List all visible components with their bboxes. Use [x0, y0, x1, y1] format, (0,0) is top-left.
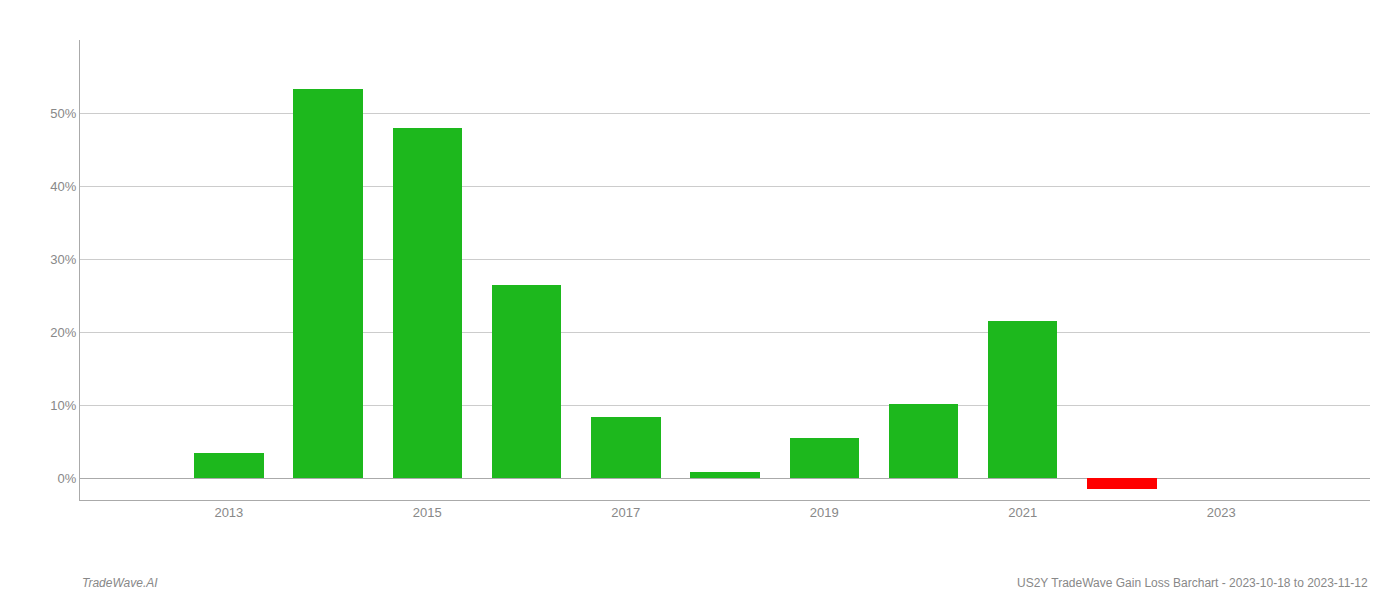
- svg-text:2019: 2019: [810, 505, 839, 520]
- svg-text:50%: 50%: [50, 106, 76, 121]
- svg-text:20%: 20%: [50, 325, 76, 340]
- svg-text:2013: 2013: [214, 505, 243, 520]
- svg-text:2017: 2017: [611, 505, 640, 520]
- svg-text:0%: 0%: [58, 471, 77, 486]
- svg-text:10%: 10%: [50, 398, 76, 413]
- svg-text:US2Y TradeWave Gain Loss Barch: US2Y TradeWave Gain Loss Barchart - 2023…: [1017, 576, 1368, 590]
- svg-text:40%: 40%: [50, 179, 76, 194]
- svg-text:2021: 2021: [1008, 505, 1037, 520]
- svg-text:2015: 2015: [413, 505, 442, 520]
- svg-text:TradeWave.AI: TradeWave.AI: [82, 576, 158, 590]
- svg-text:30%: 30%: [50, 252, 76, 267]
- svg-text:2023: 2023: [1207, 505, 1236, 520]
